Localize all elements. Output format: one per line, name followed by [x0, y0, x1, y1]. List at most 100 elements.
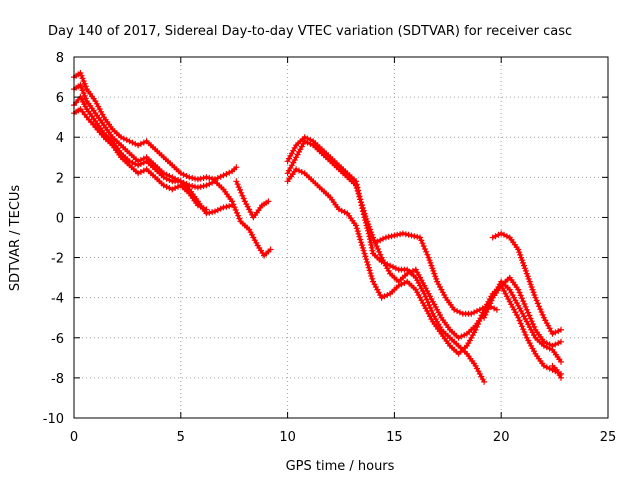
data-point-marker: [357, 236, 364, 243]
data-point-marker: [491, 305, 498, 312]
data-point-marker: [418, 237, 425, 244]
data-point-marker: [528, 318, 535, 325]
data-point-marker: [370, 234, 376, 241]
data-point-marker: [417, 234, 423, 241]
data-point-marker: [365, 264, 372, 271]
data-point-marker: [486, 303, 492, 310]
data-point-marker: [392, 265, 399, 272]
grid: [74, 57, 608, 418]
data-point-marker: [517, 292, 524, 299]
data-point-marker: [197, 183, 204, 190]
data-point-marker: [476, 318, 483, 325]
data-point-marker: [395, 282, 402, 289]
data-point-marker: [123, 136, 130, 143]
data-point-marker: [398, 281, 405, 288]
data-point-marker: [520, 326, 527, 333]
series-track-h: [284, 166, 565, 377]
data-point-marker: [426, 257, 433, 264]
data-point-marker: [361, 250, 368, 257]
y-tick-label: -6: [51, 332, 64, 347]
data-point-marker: [341, 209, 348, 216]
data-point-marker: [558, 326, 565, 333]
data-point-marker: [555, 369, 562, 376]
data-point-marker: [265, 198, 272, 205]
data-point-marker: [135, 142, 142, 149]
data-point-marker: [521, 262, 527, 269]
data-point-marker: [232, 207, 239, 213]
data-point-marker: [376, 248, 383, 255]
data-point-marker: [532, 294, 539, 301]
data-point-marker: [200, 175, 207, 181]
data-point-marker: [427, 259, 434, 266]
data-point-marker: [353, 225, 360, 232]
data-point-marker: [189, 183, 196, 189]
data-point-marker: [367, 226, 374, 233]
data-point-marker: [529, 321, 536, 327]
data-point-marker: [540, 338, 547, 345]
data-point-marker: [237, 186, 243, 193]
data-point-marker: [192, 183, 198, 190]
y-tick-label: 6: [56, 91, 64, 106]
chart-title: Day 140 of 2017, Sidereal Day-to-day VTE…: [48, 24, 572, 39]
data-point-marker: [517, 320, 524, 327]
data-point-marker: [384, 292, 391, 298]
data-point-marker: [527, 315, 534, 322]
data-point-marker: [172, 185, 179, 191]
y-tick-label: -2: [51, 252, 64, 267]
data-point-marker: [487, 300, 494, 307]
y-tick-label: 2: [56, 171, 64, 186]
data-point-marker: [364, 259, 371, 265]
data-point-marker: [357, 196, 364, 203]
data-point-marker: [132, 140, 139, 147]
data-point-marker: [518, 295, 525, 302]
data-point-marker: [545, 322, 552, 329]
data-point-marker: [515, 246, 522, 253]
data-point-marker: [428, 262, 435, 269]
data-point-marker: [236, 215, 243, 222]
data-point-marker: [493, 306, 500, 313]
data-point-marker: [397, 231, 404, 238]
data-point-marker: [362, 253, 369, 260]
data-point-marker: [405, 231, 412, 238]
data-point-marker: [482, 311, 489, 318]
data-point-marker: [163, 183, 170, 190]
data-point-marker: [408, 232, 415, 239]
data-point-marker: [229, 202, 236, 209]
data-point-marker: [368, 273, 375, 279]
data-point-marker: [220, 172, 227, 179]
data-point-marker: [140, 167, 147, 174]
data-point-marker: [183, 173, 190, 179]
data-point-marker: [458, 333, 465, 340]
data-point-marker: [186, 174, 193, 181]
data-point-marker: [129, 139, 136, 146]
data-point-marker: [206, 209, 213, 216]
data-point-marker: [135, 170, 142, 177]
x-tick-label: 20: [493, 430, 510, 445]
data-point-marker: [360, 207, 367, 214]
data-point-marker: [358, 202, 365, 208]
data-point-marker: [223, 171, 230, 177]
data-point-marker: [82, 83, 89, 90]
data-point-marker: [120, 135, 127, 142]
data-point-marker: [235, 184, 242, 191]
data-point-marker: [513, 300, 520, 306]
data-point-marker: [421, 246, 428, 252]
data-point-marker: [382, 234, 389, 241]
series-layer: [71, 70, 565, 385]
data-point-marker: [516, 249, 523, 256]
data-point-marker: [353, 222, 359, 229]
data-point-marker: [388, 233, 395, 240]
data-point-marker: [359, 244, 366, 251]
data-point-marker: [369, 231, 376, 238]
data-point-marker: [163, 175, 170, 182]
data-point-marker: [503, 233, 510, 240]
data-point-marker: [558, 338, 565, 345]
data-point-marker: [530, 289, 537, 296]
data-point-marker: [77, 70, 84, 76]
data-point-marker: [364, 261, 371, 268]
data-point-marker: [226, 203, 233, 210]
data-point-marker: [522, 303, 529, 310]
data-point-marker: [555, 328, 562, 335]
data-point-marker: [473, 323, 480, 330]
data-point-marker: [517, 251, 524, 258]
